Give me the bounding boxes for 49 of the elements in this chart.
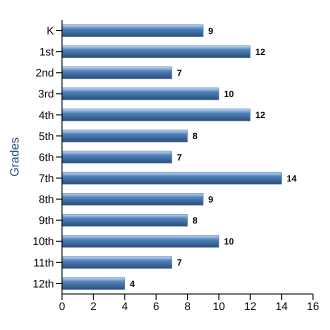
x-tick-label: 12 xyxy=(244,300,256,313)
bar xyxy=(62,66,172,80)
data-label: 12 xyxy=(255,46,266,57)
y-tick-label: K xyxy=(46,25,55,38)
bar xyxy=(62,172,282,184)
y-tick-label: 7th xyxy=(38,172,54,185)
data-label: 4 xyxy=(130,278,135,289)
bar xyxy=(62,24,204,37)
data-label: 7 xyxy=(176,258,182,268)
x-tick-label: 14 xyxy=(276,300,288,313)
x-tick-label: 4 xyxy=(122,300,128,313)
data-label: 14 xyxy=(286,173,297,184)
x-tick-label: 2 xyxy=(90,300,96,313)
data-label: 9 xyxy=(208,26,214,36)
y-tick-label: 3rd xyxy=(38,88,54,101)
bar xyxy=(62,130,188,142)
data-label: 12 xyxy=(255,110,266,120)
bar xyxy=(62,88,220,100)
y-tick-label: 12th xyxy=(32,278,54,290)
y-tick-label: 6th xyxy=(38,152,54,164)
bar xyxy=(62,256,172,269)
data-label: 8 xyxy=(192,216,198,226)
bar xyxy=(62,214,188,227)
y-tick-label: 1st xyxy=(39,46,54,59)
data-label: 10 xyxy=(224,89,234,100)
bar xyxy=(62,150,172,164)
bar xyxy=(62,277,125,290)
y-tick-label: 8th xyxy=(38,194,54,206)
bar xyxy=(62,45,250,58)
data-label: 7 xyxy=(176,152,182,162)
data-label: 9 xyxy=(208,194,214,204)
bar xyxy=(62,108,250,122)
y-tick-label: 4th xyxy=(38,110,54,122)
x-tick-label: 8 xyxy=(184,300,191,313)
y-tick-label: 10th xyxy=(32,236,54,248)
data-label: 7 xyxy=(176,68,182,78)
y-tick-label: 9th xyxy=(38,215,54,228)
y-axis-title: Grades xyxy=(7,137,22,177)
y-tick-label: 11th xyxy=(33,257,54,270)
x-tick-label: 0 xyxy=(58,300,66,313)
x-tick-label: 6 xyxy=(153,300,160,313)
data-label: 10 xyxy=(224,236,234,247)
data-label: 8 xyxy=(192,131,198,142)
x-tick-label: 16 xyxy=(306,300,320,313)
bar xyxy=(62,193,204,206)
y-tick-label: 2nd xyxy=(36,68,54,80)
x-tick-label: 10 xyxy=(212,300,225,313)
y-tick-label: 5th xyxy=(38,130,54,143)
bar xyxy=(62,235,220,248)
